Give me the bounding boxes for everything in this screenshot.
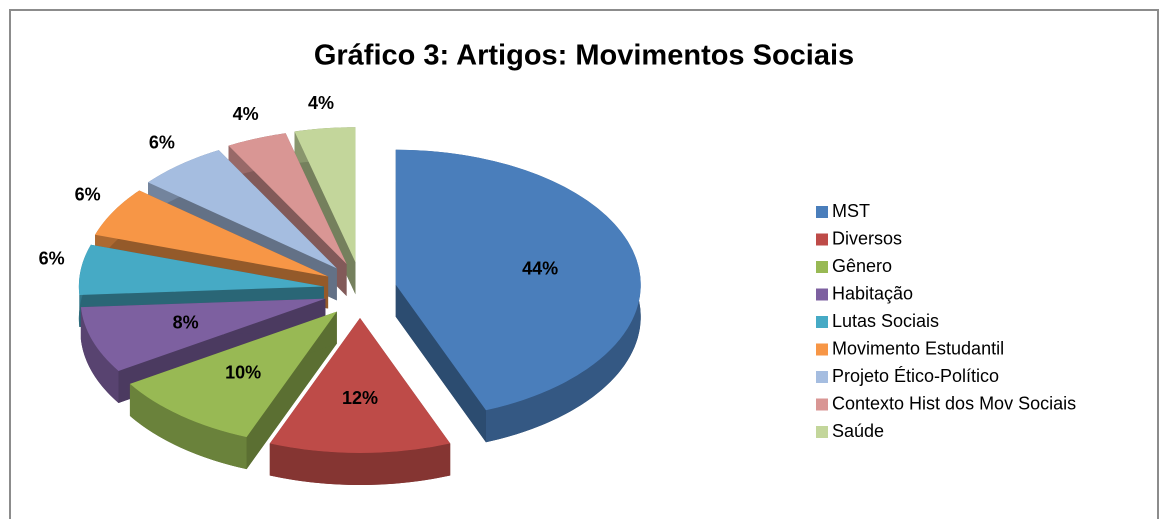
slice-group bbox=[395, 149, 641, 443]
slice-side bbox=[269, 443, 451, 485]
chart-title: Gráfico 3: Artigos: Movimentos Sociais bbox=[314, 40, 854, 72]
legend-swatch bbox=[816, 398, 828, 411]
data-label: 6% bbox=[149, 133, 175, 153]
slice-side bbox=[129, 383, 247, 470]
slice bbox=[294, 127, 356, 263]
data-label: 6% bbox=[75, 184, 101, 204]
legend-label: Lutas Sociais bbox=[832, 311, 939, 331]
legend-swatch bbox=[816, 343, 828, 356]
data-label: 4% bbox=[308, 93, 334, 113]
legend-label: Contexto Hist dos Mov Sociais bbox=[832, 393, 1076, 413]
slice-group bbox=[269, 318, 451, 486]
legend-label: Saúde bbox=[832, 421, 884, 441]
slice bbox=[78, 244, 324, 295]
data-label: 8% bbox=[173, 312, 199, 332]
slice bbox=[80, 298, 326, 371]
legend-swatch bbox=[816, 233, 828, 246]
slice-group bbox=[129, 311, 337, 470]
slice-side bbox=[80, 307, 119, 403]
legend-label: Habitação bbox=[832, 283, 913, 303]
data-label: 6% bbox=[39, 248, 65, 268]
legend-label: Diversos bbox=[832, 228, 902, 248]
data-label: 44% bbox=[522, 258, 558, 278]
slice bbox=[129, 311, 337, 438]
legend-swatch bbox=[816, 426, 828, 438]
legend-swatch bbox=[816, 288, 828, 301]
legend-swatch bbox=[816, 261, 828, 273]
slice bbox=[269, 318, 451, 453]
data-label: 4% bbox=[233, 104, 259, 124]
slice bbox=[148, 150, 337, 269]
legend-label: Gênero bbox=[832, 256, 892, 276]
legend-swatch bbox=[816, 371, 828, 383]
legend-label: MST bbox=[832, 201, 870, 221]
slice bbox=[395, 149, 641, 411]
data-label: 12% bbox=[342, 388, 378, 408]
slice bbox=[228, 133, 347, 264]
slice bbox=[95, 190, 329, 277]
legend-label: Projeto Ético-Político bbox=[832, 366, 999, 386]
legend-label: Movimento Estudantil bbox=[832, 338, 1004, 358]
legend-swatch bbox=[816, 206, 828, 218]
slice-wall bbox=[395, 284, 486, 443]
data-label: 10% bbox=[225, 363, 261, 383]
pie bbox=[78, 127, 641, 486]
legend-swatch bbox=[816, 316, 828, 328]
